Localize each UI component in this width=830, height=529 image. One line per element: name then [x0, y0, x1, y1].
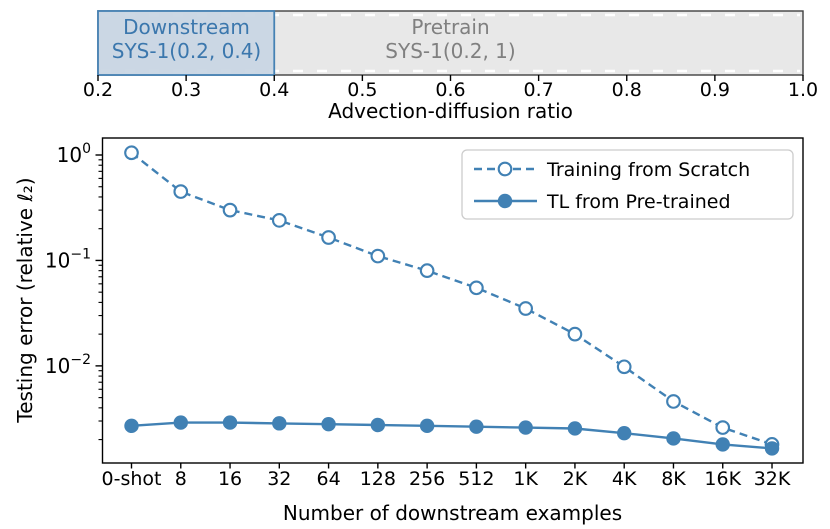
data-point-filled: [419, 418, 435, 434]
x-tick-label: 32: [267, 468, 291, 490]
x-tick-label: 32K: [754, 468, 791, 490]
legend-entry-label-1: TL from Pre-trained: [546, 191, 731, 213]
data-point-filled: [715, 437, 730, 452]
ratio-tick-label: 0.3: [171, 79, 201, 101]
error-chart-canvas: 100 10−1 10−2 0-shot 8 16 32 64 128 256 512 1K 2K 4K 8…: [45, 137, 804, 490]
ratio-tick-label: 0.4: [259, 79, 289, 101]
data-point-filled: [617, 425, 632, 441]
legend-entry-label-0: Training from Scratch: [546, 159, 750, 181]
ratio-tick-label: 0.8: [612, 79, 642, 101]
data-point-filled: [518, 420, 533, 435]
downstream-region-name: Downstream: [123, 15, 250, 39]
pretrain-region-name: Pretrain: [411, 15, 490, 39]
y-tick-label: 10−2: [45, 352, 91, 378]
y-tick-label: 10−1: [45, 246, 91, 272]
ratio-axis-title: Advection-diffusion ratio: [328, 99, 573, 123]
data-point-filled: [173, 415, 188, 430]
series-line-solid: [131, 421, 773, 450]
y-tick-label: 100: [57, 141, 91, 167]
downstream-range-rect: [97, 10, 276, 76]
x-tick-label: 128: [360, 468, 396, 490]
data-point-open: [321, 230, 336, 245]
x-tick-label: 8K: [661, 468, 686, 490]
series-line-dashed: [130, 151, 773, 446]
plot-frame: [101, 137, 804, 464]
data-point-open: [271, 213, 287, 228]
x-tick-label: 64: [316, 468, 340, 490]
data-point-open: [715, 420, 731, 435]
data-point-open: [124, 145, 139, 161]
legend-sample-marker-1: [497, 193, 513, 209]
data-point-open: [567, 326, 583, 342]
ratio-strip-canvas: 0.2 0.3 0.4 0.5 0.6 0.7 0.8 0.9 1.0: [83, 10, 818, 101]
data-point-filled: [124, 418, 139, 434]
ratio-tick-label: 0.9: [700, 79, 730, 101]
x-tick-label: 4K: [612, 468, 637, 490]
data-point-filled: [469, 419, 484, 434]
data-point-open: [370, 248, 386, 264]
data-point-open: [469, 280, 484, 296]
data-point-filled: [222, 415, 238, 430]
x-tick-label: 1K: [513, 468, 538, 490]
downstream-region-label: Downstream SYS-1(0.2, 0.4): [98, 15, 275, 63]
x-tick-label: 16: [218, 468, 242, 490]
legend-sample-marker-0: [497, 161, 513, 177]
pretrain-region-label: Pretrain SYS-1(0.2, 1): [98, 15, 803, 63]
data-point-open: [419, 263, 435, 279]
x-tick-label: 16K: [704, 468, 741, 490]
error-axis-title: Testing error (relative ℓ₂): [13, 177, 37, 423]
ratio-tick-label: 1.0: [788, 79, 818, 101]
legend-box: [461, 149, 794, 220]
x-tick-label: 0-shot: [102, 468, 162, 490]
data-point-filled: [370, 417, 386, 433]
examples-axis-title: Number of downstream examples: [282, 501, 623, 525]
data-point-filled: [764, 441, 780, 456]
data-point-filled: [567, 421, 583, 436]
x-tick-label: 256: [409, 468, 445, 490]
ratio-tick-label: 0.2: [83, 79, 113, 101]
x-tick-label: 2K: [563, 468, 588, 490]
x-tick-label: 512: [458, 468, 494, 490]
data-point-open: [222, 202, 238, 218]
ratio-tick-label: 0.7: [524, 79, 554, 101]
data-point-filled: [272, 416, 287, 431]
data-point-open: [616, 359, 632, 375]
data-point-open: [518, 301, 534, 316]
data-point-filled: [321, 416, 336, 432]
downstream-region-system: SYS-1(0.2, 0.4): [111, 39, 262, 63]
ratio-tick-label: 0.6: [435, 79, 465, 101]
data-point-open: [666, 394, 681, 409]
data-point-open: [173, 184, 189, 199]
data-point-filled: [666, 431, 681, 446]
x-tick-label: 8: [175, 468, 187, 490]
pretrain-region-system: SYS-1(0.2, 1): [385, 39, 516, 63]
ratio-tick-label: 0.5: [347, 79, 377, 101]
